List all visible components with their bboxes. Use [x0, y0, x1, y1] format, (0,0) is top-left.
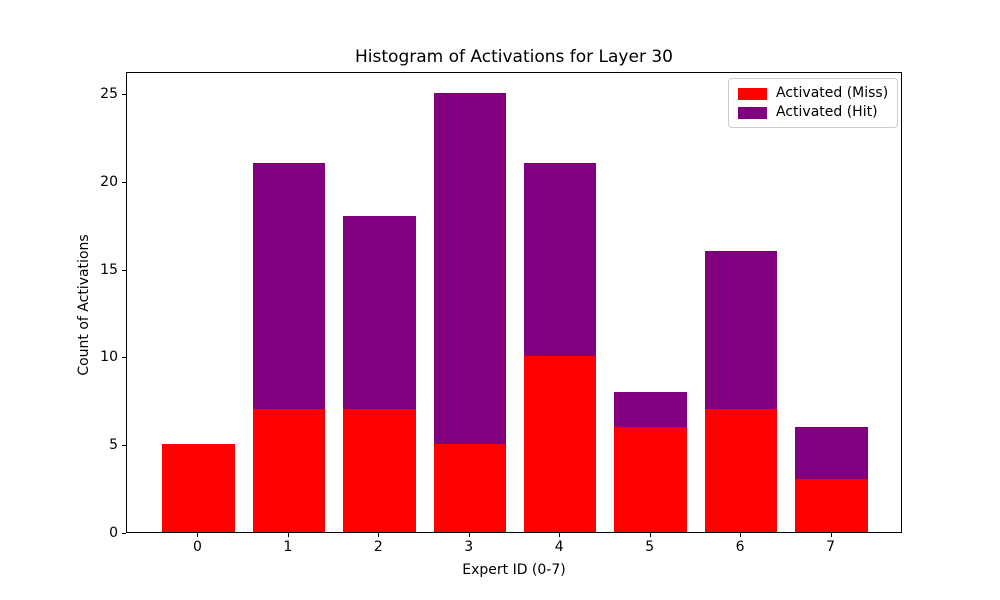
bar-expert-4-miss-segment	[524, 356, 597, 532]
bar-expert-3-hit-segment	[433, 92, 506, 445]
bar-expert-1-hit-segment	[252, 163, 326, 410]
legend-label-miss: Activated (Miss)	[776, 85, 889, 101]
x-tick-label-3: 3	[464, 539, 474, 555]
bar-expert-3-miss-segment	[433, 444, 506, 532]
bar-expert-2-miss-segment	[343, 409, 416, 532]
miss-color-swatch	[738, 87, 767, 100]
y-tick-label-15: 15	[100, 261, 118, 278]
x-tick-mark-6	[740, 533, 742, 537]
bar-expert-6-miss-segment	[704, 409, 778, 532]
bar-expert-5-miss-segment	[614, 426, 687, 532]
x-tick-label-0: 0	[192, 539, 202, 555]
y-tick-label-10: 10	[100, 349, 118, 366]
y-tick-mark-15	[122, 269, 126, 271]
y-tick-mark-10	[122, 357, 126, 359]
bar-expert-5-hit-segment	[614, 391, 687, 427]
legend-item-hit: Activated (Hit)	[738, 103, 889, 122]
x-tick-mark-0	[197, 533, 199, 537]
y-axis-label: Count of Activations	[76, 234, 92, 376]
bar-expert-4-hit-segment	[524, 163, 597, 357]
x-tick-label-7: 7	[826, 539, 836, 555]
bar-expert-7-hit-segment	[795, 426, 868, 480]
x-tick-mark-5	[649, 533, 651, 537]
y-tick-label-20: 20	[100, 173, 118, 190]
x-tick-mark-7	[830, 533, 832, 537]
x-tick-mark-4	[559, 533, 561, 537]
x-axis-label: Expert ID (0-7)	[462, 562, 566, 578]
legend: Activated (Miss) Activated (Hit)	[728, 78, 898, 128]
bar-expert-6-hit-segment	[704, 251, 778, 410]
y-tick-mark-20	[122, 181, 126, 183]
y-tick-mark-0	[122, 533, 126, 534]
bar-expert-0-miss-segment	[162, 444, 235, 532]
legend-label-hit: Activated (Hit)	[776, 104, 878, 120]
x-tick-label-6: 6	[735, 539, 745, 555]
x-tick-mark-3	[468, 533, 470, 537]
y-tick-label-5: 5	[109, 437, 118, 454]
plot-area	[126, 72, 902, 533]
y-tick-label-0: 0	[109, 525, 118, 541]
y-tick-mark-5	[122, 445, 126, 447]
x-tick-label-4: 4	[554, 539, 564, 555]
y-tick-label-25: 25	[100, 85, 118, 102]
bar-expert-1-miss-segment	[252, 409, 326, 532]
bar-expert-2-hit-segment	[343, 215, 416, 410]
x-tick-label-5: 5	[645, 539, 655, 555]
x-tick-label-1: 1	[283, 539, 293, 555]
bar-expert-7-miss-segment	[795, 479, 868, 532]
chart-title: Histogram of Activations for Layer 30	[355, 47, 673, 67]
legend-item-miss: Activated (Miss)	[738, 84, 889, 103]
hit-color-swatch	[738, 106, 767, 119]
x-tick-label-2: 2	[373, 539, 383, 555]
x-tick-mark-1	[287, 533, 289, 537]
x-tick-mark-2	[378, 533, 380, 537]
y-tick-mark-25	[122, 93, 126, 95]
